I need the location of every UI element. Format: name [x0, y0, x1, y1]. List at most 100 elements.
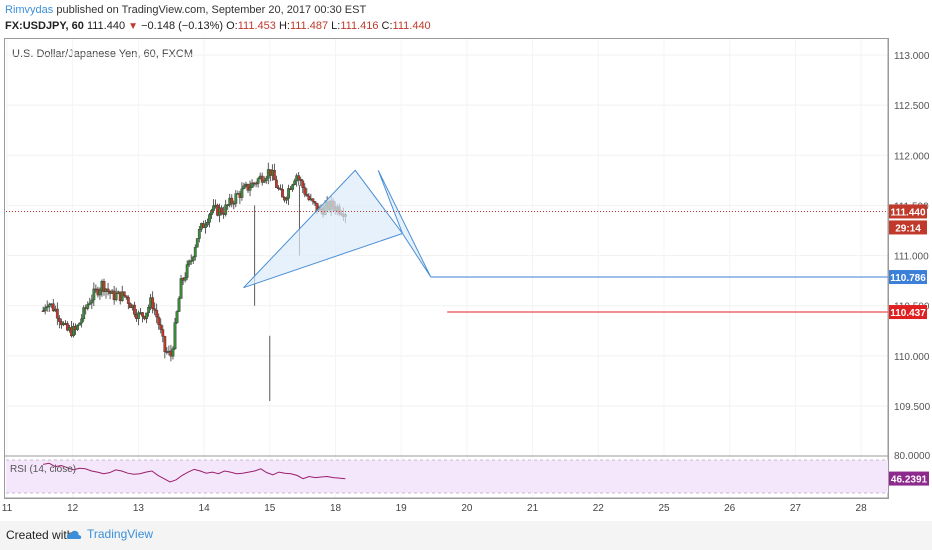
candle-body: [281, 189, 284, 198]
candle-body: [301, 180, 305, 188]
candle-body: [277, 187, 280, 189]
chart-header: Rimvydas published on TradingView.com, S…: [0, 0, 932, 38]
symbol-label: FX:USDJPY, 60: [5, 20, 84, 32]
candle-body: [297, 175, 301, 180]
low-value: 111.416: [340, 20, 379, 32]
candle-body: [307, 195, 311, 200]
low-label: L:: [331, 20, 341, 32]
stop-price-badge: [889, 305, 927, 320]
price-chart[interactable]: U.S. Dollar/Japanese Yen, 60, FXCM 113.0…: [0, 0, 932, 521]
candle-body: [256, 178, 260, 184]
candle-body: [141, 312, 144, 317]
candle-body: [226, 204, 230, 207]
pattern-triangle-bcd[interactable]: [377, 170, 432, 278]
candle-body: [212, 205, 215, 211]
rsi-band: [6, 460, 888, 493]
x-tick-label: 20: [461, 503, 473, 514]
pattern-triangle-xab[interactable]: [243, 169, 404, 289]
candle-body: [279, 188, 282, 190]
time-axis[interactable]: 11 12 13 14 15 18 19 20 21 22 25 26 27 28: [2, 497, 888, 514]
candle-body: [51, 303, 55, 312]
price-change: −0.148 (−0.13%): [141, 20, 224, 32]
created-with-text: Created with: [6, 528, 74, 542]
candle-body: [120, 291, 124, 301]
candle-body: [72, 325, 75, 337]
target-price-badge: [889, 270, 927, 285]
open-label: O:: [226, 20, 238, 32]
candle-body: [145, 312, 148, 320]
price-axis[interactable]: 113.000112.500112.000111.500111.000110.5…: [887, 39, 931, 498]
candle-body: [90, 299, 94, 304]
candle-body: [78, 322, 82, 326]
candle-body: [163, 336, 167, 352]
candle-body: [133, 304, 136, 315]
price-levels: [6, 210, 888, 313]
candle-body: [232, 203, 236, 205]
x-tick-label: 22: [593, 503, 605, 514]
candle-body: [106, 288, 110, 292]
candle-body: [57, 318, 61, 322]
high-label: H:: [278, 20, 290, 32]
candle-body: [197, 228, 201, 239]
y-tick-label: 109.500: [894, 402, 931, 413]
author-link[interactable]: Rimvydas: [5, 4, 54, 16]
candle-body: [88, 302, 92, 305]
candle-body: [206, 222, 209, 226]
candle-body: [114, 293, 118, 301]
x-tick-label: 26: [724, 503, 736, 514]
x-tick-label: 11: [2, 503, 13, 514]
y-tick-label: 111.000: [894, 252, 929, 263]
candle-body: [254, 183, 258, 185]
candle-body: [240, 188, 244, 198]
candle-body: [183, 277, 187, 281]
candle-body: [92, 288, 96, 301]
y-tick-label: 113.000: [894, 51, 930, 62]
high-value: 111.487: [289, 20, 329, 32]
candle-body: [313, 201, 317, 204]
grid: [6, 39, 888, 498]
rsi-label: RSI (14, close): [10, 464, 76, 475]
countdown-badge: [889, 220, 927, 235]
x-tick-label: 13: [133, 503, 145, 514]
candle-body: [195, 238, 199, 248]
symbol-line: FX:USDJPY, 60 111.440 ▼ −0.148 (−0.13%) …: [5, 20, 431, 32]
candle-body: [159, 324, 163, 330]
candle-body: [153, 308, 157, 311]
candle-body: [76, 325, 80, 330]
candle-body: [189, 260, 193, 262]
tradingview-link[interactable]: TradingView: [87, 527, 154, 541]
candle-body: [272, 169, 276, 181]
chart-title: U.S. Dollar/Japanese Yen, 60, FXCM: [12, 48, 193, 60]
candle-body: [293, 180, 297, 185]
y-tick-label: 112.500: [894, 101, 930, 112]
candle-body: [299, 179, 303, 182]
candle-body: [305, 194, 309, 197]
candle-body: [179, 278, 183, 299]
candle-body: [210, 210, 213, 215]
candle-body: [55, 308, 59, 319]
candle-body: [41, 310, 45, 312]
x-tick-label: 19: [396, 503, 408, 514]
x-tick-label: 12: [67, 503, 79, 514]
candle-body: [185, 264, 189, 278]
close-value: 111.440: [392, 20, 431, 32]
last-price: 111.440: [86, 20, 126, 32]
x-tick-label: 18: [330, 503, 342, 514]
y-tick-label: 112.000: [894, 151, 930, 162]
harmonic-pattern[interactable]: [243, 169, 432, 289]
open-value: 111.453: [237, 20, 276, 32]
candle-body: [311, 198, 315, 202]
close-label: C:: [381, 20, 393, 32]
candle-body: [193, 246, 197, 258]
published-text: published on TradingView.com, September …: [56, 4, 367, 16]
candle-body: [147, 307, 151, 314]
candle-body: [262, 180, 266, 183]
candle-body: [177, 298, 181, 312]
candle-body: [66, 323, 69, 331]
candle-body: [291, 184, 295, 190]
y-tick-label: 110.000: [894, 352, 930, 363]
candle-body: [191, 256, 195, 261]
candle-body: [208, 214, 211, 223]
rsi-pane: RSI (14, close) 80.0000 46.2391: [4, 451, 931, 494]
candle-body: [246, 183, 250, 191]
